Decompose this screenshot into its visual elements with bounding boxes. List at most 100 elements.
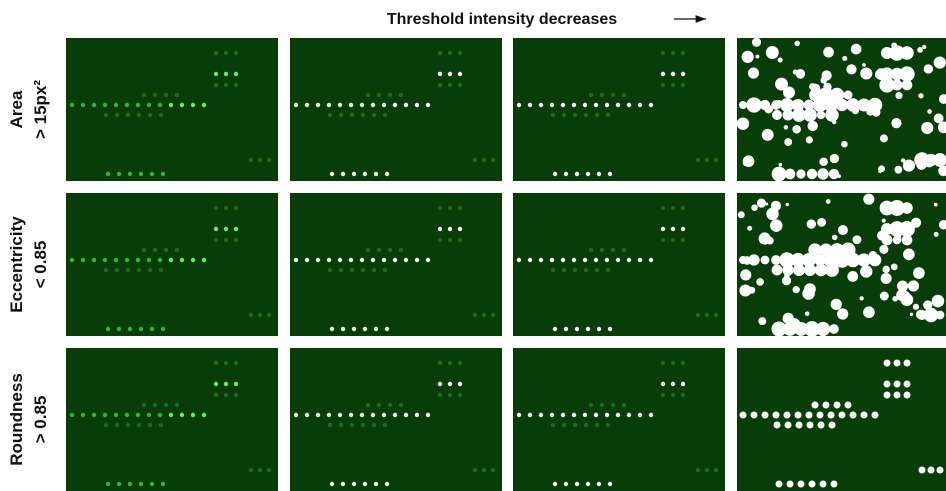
- blob: [913, 267, 925, 279]
- spot: [491, 313, 495, 317]
- spot: [594, 413, 598, 417]
- spot: [339, 113, 343, 117]
- spot: [575, 482, 579, 486]
- spot: [936, 311, 945, 320]
- spot: [214, 83, 218, 87]
- spot: [616, 103, 620, 107]
- spot: [448, 227, 452, 231]
- spot: [696, 158, 700, 162]
- spot: [594, 258, 598, 262]
- spot: [214, 227, 218, 231]
- spot: [705, 313, 709, 317]
- spot: [561, 258, 565, 262]
- spot: [234, 227, 238, 231]
- spot: [191, 258, 195, 262]
- spot: [147, 413, 151, 417]
- spot: [829, 324, 839, 334]
- spot: [605, 413, 609, 417]
- spot: [448, 361, 452, 365]
- spot: [608, 327, 612, 331]
- spot: [214, 51, 218, 55]
- spot: [136, 413, 140, 417]
- spot: [671, 393, 675, 397]
- spot: [139, 482, 143, 486]
- header-title: Threshold intensity decreases: [387, 11, 617, 28]
- spot: [840, 242, 855, 257]
- spot: [551, 113, 555, 117]
- blob: [789, 318, 801, 330]
- spot: [829, 422, 836, 429]
- blob: [743, 256, 752, 265]
- spot: [884, 392, 891, 399]
- spot: [561, 103, 565, 107]
- spot: [638, 413, 642, 417]
- spot: [128, 482, 132, 486]
- spot: [605, 258, 609, 262]
- spot: [328, 113, 332, 117]
- spot: [553, 327, 557, 331]
- spot: [139, 172, 143, 176]
- spot: [316, 103, 320, 107]
- blob: [932, 295, 945, 308]
- spot: [374, 172, 378, 176]
- spot: [458, 227, 462, 231]
- spot: [681, 83, 685, 87]
- blob: [823, 47, 834, 58]
- spot: [606, 113, 610, 117]
- spot: [828, 412, 835, 419]
- panel-background: [66, 193, 278, 336]
- spot: [661, 238, 665, 242]
- blob: [837, 174, 841, 178]
- spot: [426, 258, 430, 262]
- blob: [805, 311, 810, 316]
- spot: [224, 361, 228, 365]
- spot: [258, 313, 262, 317]
- blob: [748, 287, 755, 294]
- spot: [103, 258, 107, 262]
- spot: [448, 51, 452, 55]
- spot: [458, 206, 462, 210]
- spot: [328, 423, 332, 427]
- spot: [70, 258, 74, 262]
- blob: [784, 125, 788, 129]
- spot: [249, 468, 253, 472]
- blob: [765, 203, 768, 206]
- spot: [564, 327, 568, 331]
- spot: [158, 103, 162, 107]
- spot: [627, 413, 631, 417]
- spot: [104, 113, 108, 117]
- spot: [352, 482, 356, 486]
- spot: [649, 258, 653, 262]
- spot: [901, 202, 913, 214]
- blob: [802, 287, 815, 300]
- spot: [136, 103, 140, 107]
- spot: [249, 313, 253, 317]
- spot: [772, 167, 787, 182]
- spot: [785, 422, 792, 429]
- spot: [117, 482, 121, 486]
- spot: [415, 258, 419, 262]
- spot: [125, 413, 129, 417]
- spot: [148, 268, 152, 272]
- spot: [818, 422, 825, 429]
- spot: [377, 93, 381, 97]
- spot: [316, 413, 320, 417]
- spot: [147, 258, 151, 262]
- spot: [338, 258, 342, 262]
- spot: [564, 172, 568, 176]
- spot: [104, 423, 108, 427]
- blob: [846, 64, 856, 74]
- spot: [159, 423, 163, 427]
- spot: [796, 422, 803, 429]
- spot: [661, 72, 665, 76]
- spot: [234, 382, 238, 386]
- blob: [847, 271, 858, 282]
- spot: [330, 482, 334, 486]
- spot: [872, 412, 879, 419]
- spot: [224, 206, 228, 210]
- spot: [611, 93, 615, 97]
- blob: [770, 219, 782, 231]
- spot: [861, 412, 868, 419]
- spot: [671, 83, 675, 87]
- spot: [817, 412, 824, 419]
